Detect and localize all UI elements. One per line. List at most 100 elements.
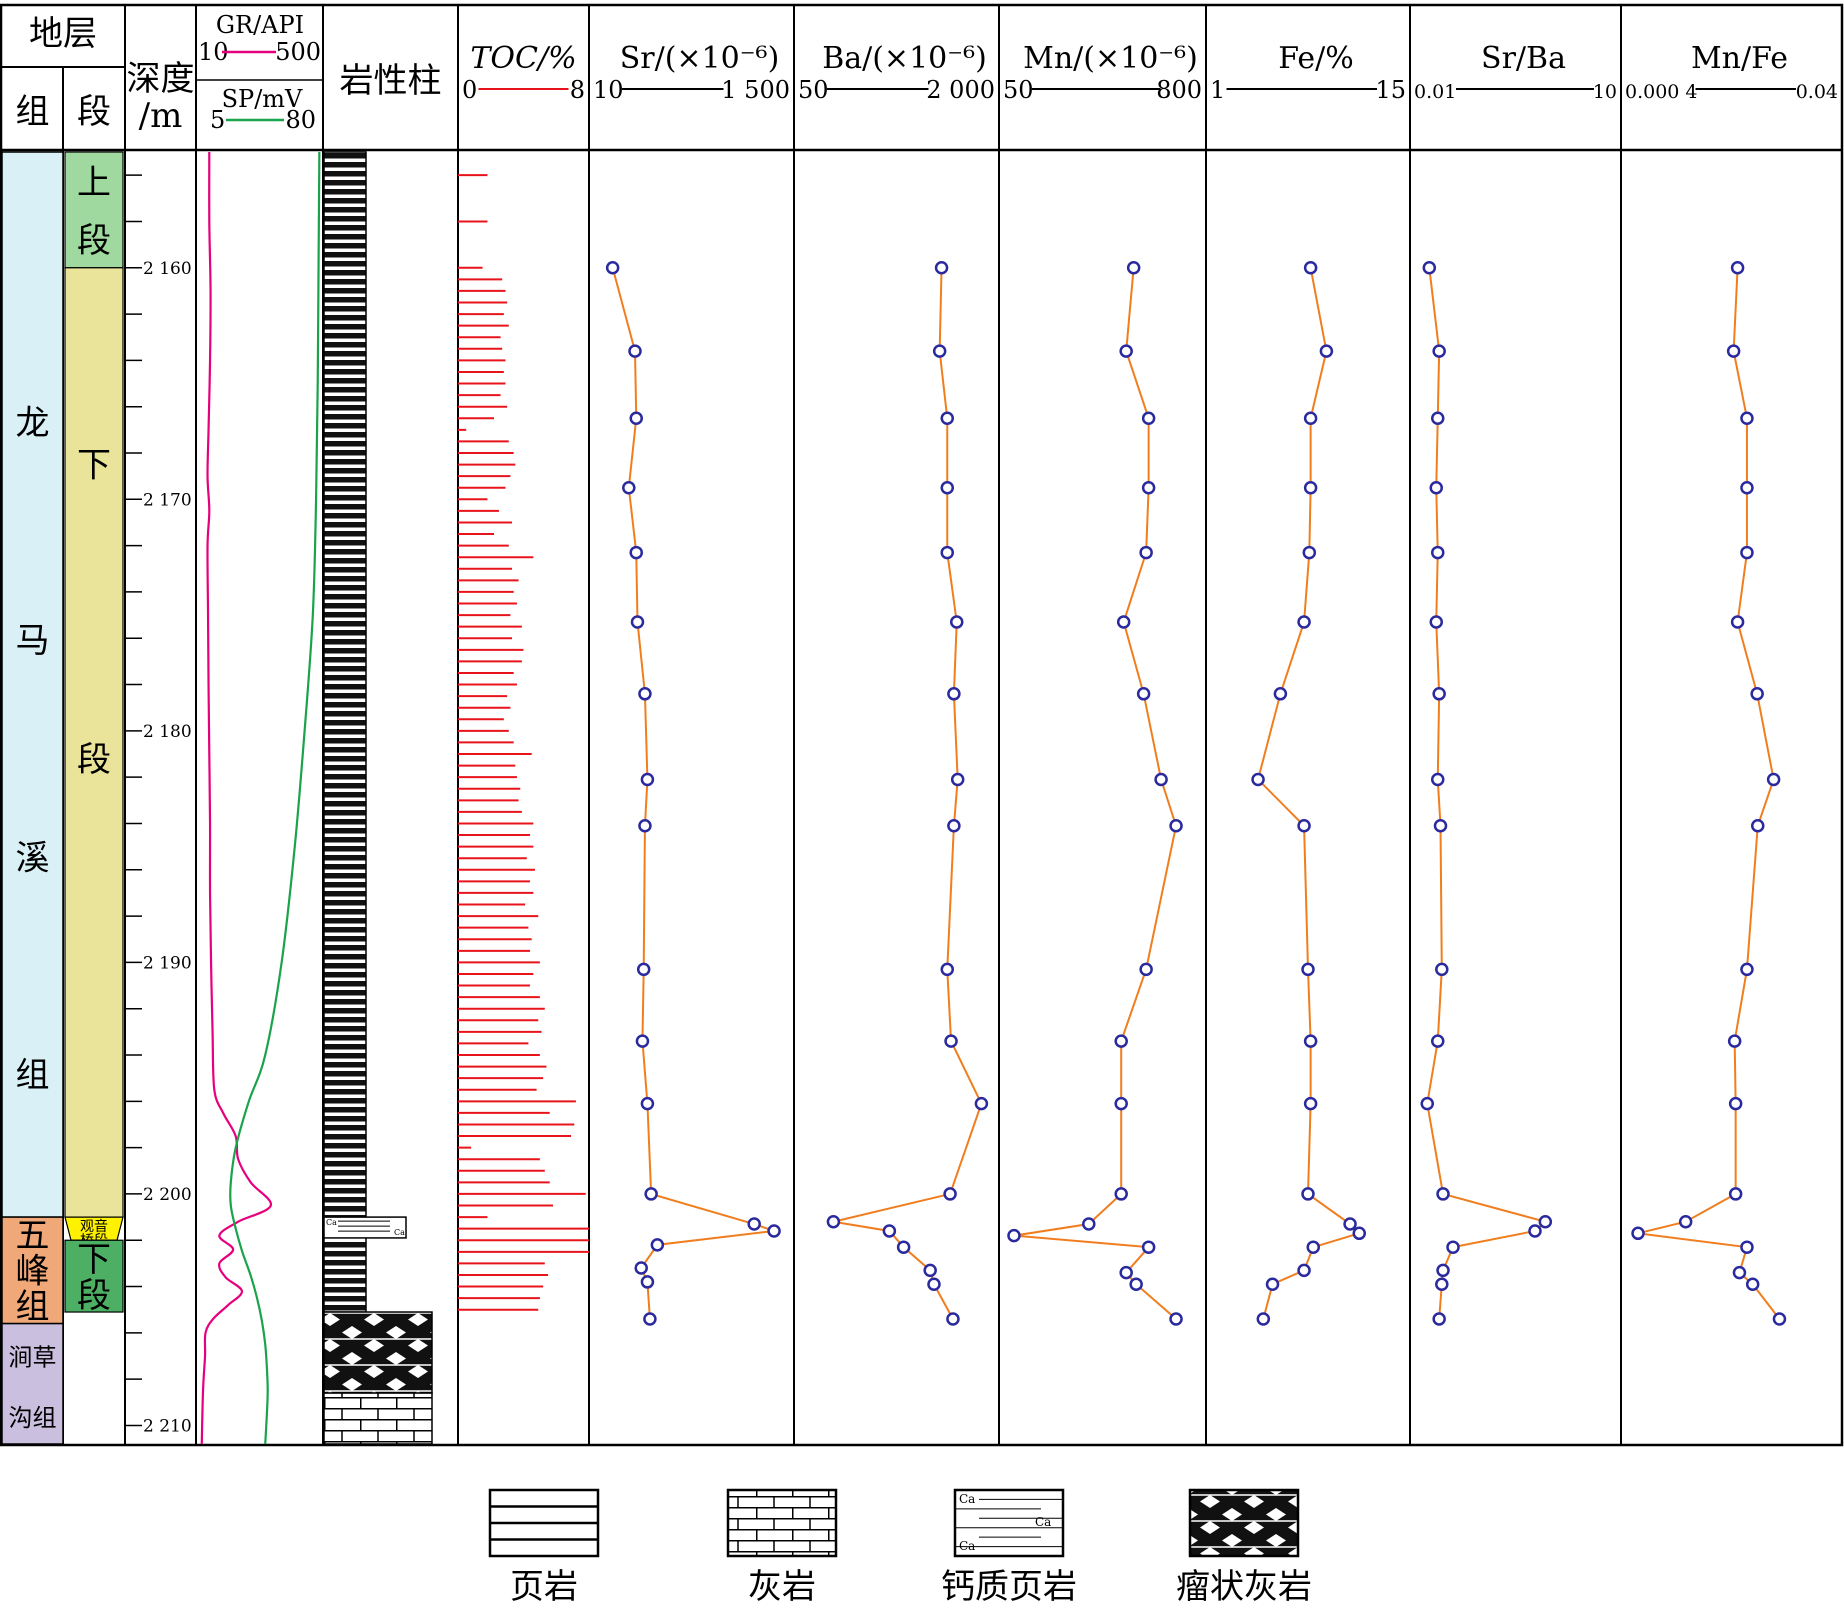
sr-point xyxy=(605,261,620,275)
track-min-srba: 0.01 xyxy=(1414,81,1456,103)
mnfe-point xyxy=(1728,1187,1743,1201)
mnfe-point xyxy=(1678,1214,1693,1229)
legend-ca-mark: Ca xyxy=(959,1492,975,1506)
depth-header: 深度 xyxy=(127,59,195,99)
member-cell xyxy=(64,267,124,1218)
depth-label: 2 190 xyxy=(143,953,192,973)
track-min-fe: 1 xyxy=(1210,76,1225,104)
gr-label: GR/API xyxy=(216,11,304,39)
legend-label-calc_shale: 钙质页岩 xyxy=(941,1567,1077,1607)
mn-point xyxy=(1126,261,1141,275)
limestone-column xyxy=(323,1392,433,1445)
mnfe-line xyxy=(1637,267,1781,1320)
srba-point xyxy=(1528,1224,1542,1238)
formation-label: 组 xyxy=(16,1287,50,1327)
depth-label: 2 200 xyxy=(143,1185,192,1205)
sr-point xyxy=(636,962,651,977)
ba-point xyxy=(974,1096,989,1111)
sr-point xyxy=(622,480,636,495)
sr-line xyxy=(611,267,775,1320)
ba-point xyxy=(940,545,955,560)
gr-curve xyxy=(200,151,272,1445)
mnfe-point xyxy=(1740,411,1754,426)
track-min-ba: 50 xyxy=(798,76,829,104)
ba-point xyxy=(950,772,965,787)
mn-point xyxy=(1114,1034,1128,1048)
depth-label: 2 180 xyxy=(143,722,192,742)
track-label-ba: Ba/(×10⁻⁶) xyxy=(822,41,987,76)
lithology-header: 岩性柱 xyxy=(340,61,442,101)
mn-point xyxy=(1139,962,1153,977)
track-max-toc: 8 xyxy=(570,76,585,104)
member-header: 段 xyxy=(77,92,111,132)
mn-point xyxy=(1141,480,1156,495)
srba-point xyxy=(1432,687,1446,701)
legend-swatch-calc_shale xyxy=(953,1488,1065,1558)
track-max-sr: 1 500 xyxy=(721,76,790,104)
mn-point xyxy=(1007,1228,1021,1243)
mnfe-point xyxy=(1730,615,1745,629)
fe-point xyxy=(1297,819,1311,833)
track-label-mnfe: Mn/Fe xyxy=(1691,41,1788,76)
srba-point xyxy=(1430,772,1445,787)
srba-point xyxy=(1538,1214,1553,1229)
ba-point xyxy=(934,261,949,275)
mn-point xyxy=(1119,1265,1133,1280)
member-label: 下 xyxy=(77,1240,111,1280)
sr-point xyxy=(630,615,645,629)
sp-max-label: 80 xyxy=(285,106,316,134)
sr-point xyxy=(643,1312,657,1326)
ba-point xyxy=(947,687,961,701)
ba-line xyxy=(833,267,983,1320)
srba-point xyxy=(1429,615,1444,629)
mn-point xyxy=(1141,1240,1156,1254)
ba-point xyxy=(927,1277,941,1291)
ba-point xyxy=(946,1312,960,1326)
sr-point xyxy=(629,411,643,426)
fe-point xyxy=(1302,545,1317,560)
mn-point xyxy=(1154,772,1168,787)
track-max-fe: 15 xyxy=(1375,76,1406,104)
depth-label: 2 170 xyxy=(143,490,192,510)
legend-ca-mark: Ca xyxy=(1035,1515,1051,1529)
track-max-srba: 10 xyxy=(1593,81,1617,103)
ba-point xyxy=(943,1187,957,1201)
srba-line xyxy=(1426,267,1548,1320)
member-label: 观音 xyxy=(80,1218,108,1235)
sr-point xyxy=(650,1238,665,1252)
sr-point xyxy=(640,772,655,787)
srba-point xyxy=(1429,480,1444,495)
track-label-mn: Mn/(×10⁻⁶) xyxy=(1023,41,1198,76)
sr-point xyxy=(767,1224,781,1238)
depth-label: 2 160 xyxy=(143,259,192,279)
sp-curve xyxy=(229,151,321,1445)
member-label: 下 xyxy=(77,446,111,486)
srba-point xyxy=(1436,1187,1450,1201)
track-max-mnfe: 0.04 xyxy=(1796,81,1838,103)
fe-point xyxy=(1251,772,1265,787)
fe-point xyxy=(1343,1217,1357,1231)
srba-point xyxy=(1435,1277,1449,1291)
srba-point xyxy=(1430,411,1445,426)
fe-point xyxy=(1273,687,1288,701)
srba-point xyxy=(1446,1240,1460,1254)
gr-max-label: 500 xyxy=(275,38,321,66)
fe-point xyxy=(1301,962,1315,977)
mnfe-point xyxy=(1740,1240,1754,1254)
fe-point xyxy=(1303,1096,1318,1111)
ba-point xyxy=(896,1240,911,1254)
mnfe-point xyxy=(1772,1312,1787,1326)
sr-point xyxy=(644,1187,658,1201)
mn-point xyxy=(1119,344,1133,358)
fe-point xyxy=(1297,615,1311,629)
legend-label-limestone: 灰岩 xyxy=(748,1567,816,1607)
formation-label: 溪 xyxy=(16,838,50,878)
ba-point xyxy=(940,411,955,426)
mnfe-point xyxy=(1750,687,1764,701)
fe-point xyxy=(1265,1277,1280,1291)
track-label-toc: TOC/% xyxy=(470,41,576,76)
sr-point xyxy=(634,1261,648,1275)
mn-point xyxy=(1169,819,1183,833)
mnfe-point xyxy=(1726,344,1741,358)
